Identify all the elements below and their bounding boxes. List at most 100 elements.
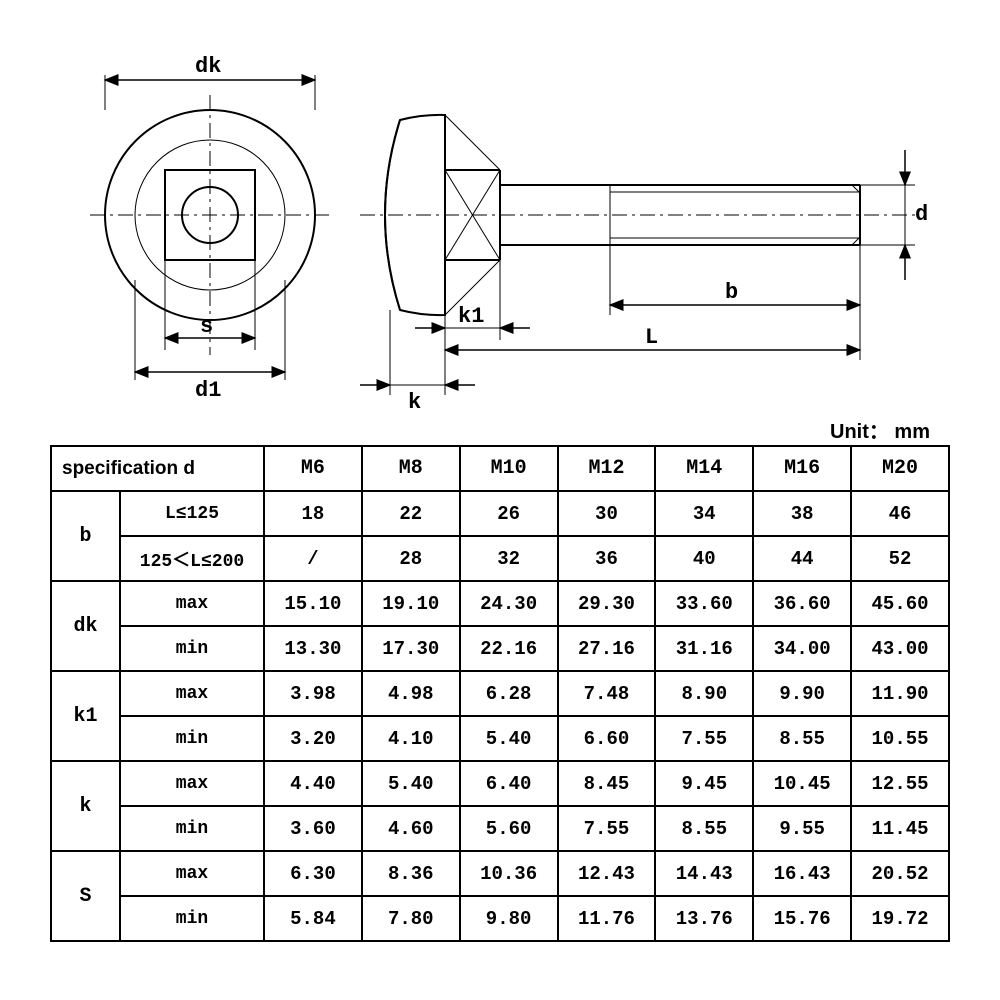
row-label: L≤125: [120, 491, 264, 536]
cell: 10.36: [460, 851, 558, 896]
cell: 24.30: [460, 581, 558, 626]
cell: 3.98: [264, 671, 362, 716]
cell: 14.43: [655, 851, 753, 896]
cell: 27.16: [558, 626, 656, 671]
cell: 3.60: [264, 806, 362, 851]
cell: 9.45: [655, 761, 753, 806]
cell: 36.60: [753, 581, 851, 626]
top-view: dk s d1: [90, 54, 330, 403]
row-label: max: [120, 671, 264, 716]
col-header: M12: [558, 446, 656, 491]
cell: 28: [362, 536, 460, 581]
row-label: max: [120, 581, 264, 626]
label-L: L: [645, 325, 658, 350]
cell: 43.00: [851, 626, 949, 671]
row-label: min: [120, 806, 264, 851]
cell: 13.76: [655, 896, 753, 941]
col-header: M14: [655, 446, 753, 491]
cell: 38: [753, 491, 851, 536]
cell: 18: [264, 491, 362, 536]
param-label: k1: [51, 671, 120, 761]
cell: 36: [558, 536, 656, 581]
row-label: min: [120, 896, 264, 941]
cell: 5.60: [460, 806, 558, 851]
cell: 12.43: [558, 851, 656, 896]
cell: 5.40: [362, 761, 460, 806]
cell: 40: [655, 536, 753, 581]
cell: 9.90: [753, 671, 851, 716]
label-d1: d1: [195, 378, 221, 403]
cell: 22: [362, 491, 460, 536]
cell: 52: [851, 536, 949, 581]
cell: 9.55: [753, 806, 851, 851]
cell: /: [264, 536, 362, 581]
cell: 7.80: [362, 896, 460, 941]
side-view: d b L k k1: [360, 115, 928, 410]
cell: 11.45: [851, 806, 949, 851]
cell: 10.55: [851, 716, 949, 761]
label-b: b: [725, 280, 738, 305]
col-header: M16: [753, 446, 851, 491]
cell: 13.30: [264, 626, 362, 671]
cell: 20.52: [851, 851, 949, 896]
cell: 6.60: [558, 716, 656, 761]
row-label: min: [120, 716, 264, 761]
cell: 7.55: [558, 806, 656, 851]
cell: 6.28: [460, 671, 558, 716]
cell: 15.10: [264, 581, 362, 626]
cell: 33.60: [655, 581, 753, 626]
cell: 34: [655, 491, 753, 536]
row-label: min: [120, 626, 264, 671]
cell: 8.55: [753, 716, 851, 761]
param-label: dk: [51, 581, 120, 671]
cell: 26: [460, 491, 558, 536]
cell: 11.76: [558, 896, 656, 941]
bolt-diagram: dk s d1: [40, 20, 940, 410]
cell: 34.00: [753, 626, 851, 671]
cell: 44: [753, 536, 851, 581]
param-label: b: [51, 491, 120, 581]
cell: 8.45: [558, 761, 656, 806]
col-header: M10: [460, 446, 558, 491]
col-header: M6: [264, 446, 362, 491]
row-label: 125＜L≤200: [120, 536, 264, 581]
cell: 19.10: [362, 581, 460, 626]
col-header: M8: [362, 446, 460, 491]
cell: 6.30: [264, 851, 362, 896]
cell: 4.98: [362, 671, 460, 716]
cell: 4.60: [362, 806, 460, 851]
cell: 31.16: [655, 626, 753, 671]
cell: 45.60: [851, 581, 949, 626]
cell: 32: [460, 536, 558, 581]
row-label: max: [120, 851, 264, 896]
row-label: max: [120, 761, 264, 806]
specification-table: specification dM6M8M10M12M14M16M20 bL≤125…: [50, 445, 950, 942]
cell: 6.40: [460, 761, 558, 806]
cell: 4.10: [362, 716, 460, 761]
cell: 30: [558, 491, 656, 536]
cell: 8.36: [362, 851, 460, 896]
cell: 29.30: [558, 581, 656, 626]
cell: 12.55: [851, 761, 949, 806]
unit-label: Unit： mm: [830, 415, 930, 444]
col-header: M20: [851, 446, 949, 491]
cell: 4.40: [264, 761, 362, 806]
label-d: d: [915, 202, 928, 227]
cell: 46: [851, 491, 949, 536]
label-s: s: [200, 314, 213, 339]
cell: 3.20: [264, 716, 362, 761]
cell: 5.84: [264, 896, 362, 941]
cell: 22.16: [460, 626, 558, 671]
header-spec-d: specification d: [51, 446, 264, 491]
cell: 5.40: [460, 716, 558, 761]
cell: 7.48: [558, 671, 656, 716]
cell: 9.80: [460, 896, 558, 941]
label-dk: dk: [195, 54, 221, 79]
cell: 19.72: [851, 896, 949, 941]
cell: 15.76: [753, 896, 851, 941]
cell: 11.90: [851, 671, 949, 716]
label-k: k: [408, 390, 421, 410]
cell: 16.43: [753, 851, 851, 896]
cell: 8.90: [655, 671, 753, 716]
cell: 17.30: [362, 626, 460, 671]
